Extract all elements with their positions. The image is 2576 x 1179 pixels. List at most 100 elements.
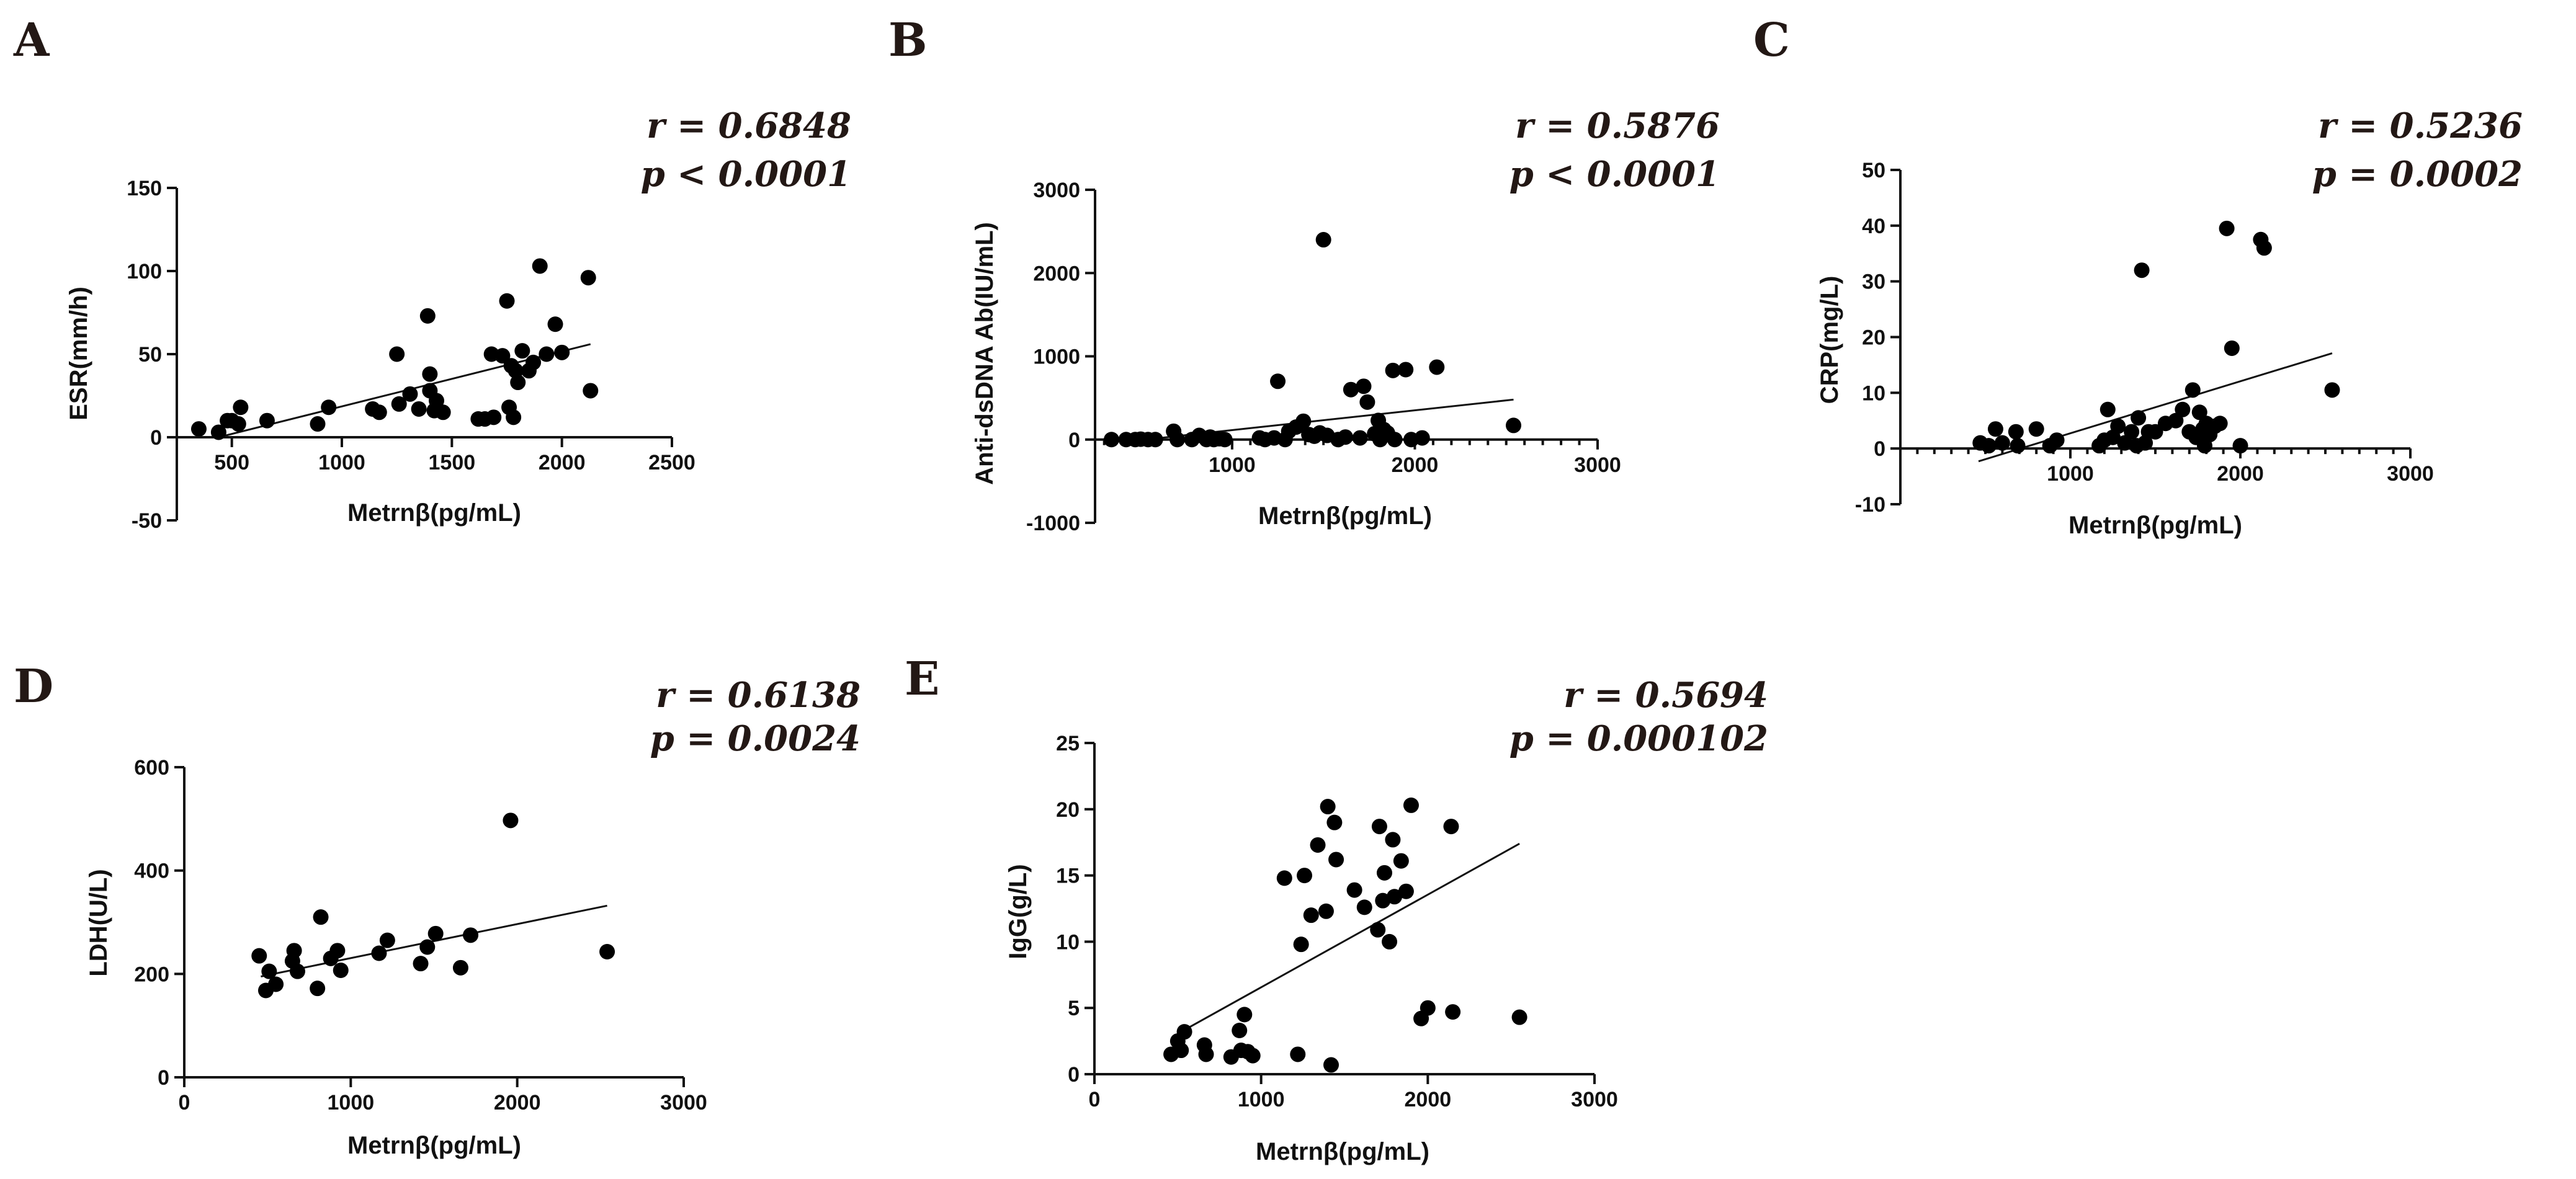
panel-c-data-point xyxy=(2212,416,2228,432)
panel-b-data-point xyxy=(1414,430,1430,446)
panel-d-x-tick-label: 3000 xyxy=(660,1091,707,1114)
panel-b-data-point xyxy=(1506,417,1522,434)
panel-d-data-point xyxy=(251,948,267,964)
panel-b-data-point xyxy=(1217,432,1233,448)
panel-e-data-point xyxy=(1393,853,1409,869)
panel-a-data-point xyxy=(435,404,451,420)
panel-c-data-point xyxy=(2175,401,2191,417)
panel-c-data-point xyxy=(2100,401,2116,417)
panel-c-data-point xyxy=(2185,382,2201,398)
panel-b-r-value: r = 0.5876 xyxy=(1515,105,1720,146)
panel-d-p-value: p = 0.0024 xyxy=(650,718,861,759)
panel-a-data-point xyxy=(510,375,526,391)
panel-e-y-tick-label: 25 xyxy=(1056,732,1080,755)
panel-e-y-tick-label: 10 xyxy=(1056,930,1080,954)
panel-e-data-point xyxy=(1198,1046,1214,1062)
panel-c-y-tick-label: 0 xyxy=(1874,437,1885,461)
panel-b-x-tick-label: 1000 xyxy=(1209,453,1256,477)
panel-e-data-point xyxy=(1385,832,1401,848)
panel-a-data-point xyxy=(539,346,555,362)
panel-a-x-tick-label: 2500 xyxy=(648,451,695,474)
panel-a-data-point xyxy=(554,344,570,360)
panel-a-data-point xyxy=(321,399,337,416)
panel-a-data-point xyxy=(580,270,596,286)
panel-c-data-point xyxy=(2256,240,2272,256)
panel-a-x-tick-label: 500 xyxy=(214,451,249,474)
panel-a-data-point xyxy=(411,401,427,417)
panel-d-data-point xyxy=(419,939,436,955)
panel-d-y-tick-label: 200 xyxy=(134,963,169,986)
panel-b-data-point xyxy=(1343,381,1359,398)
panel-b-data-point xyxy=(1295,413,1312,429)
panel-a-plot: -50 0 50 100 150 500 1000 1500 2000 2500 xyxy=(127,177,695,533)
panel-a-data-point xyxy=(210,424,226,440)
panel-e-data-point xyxy=(1403,797,1419,813)
panel-b-data-point xyxy=(1387,432,1403,448)
panel-e-data-point xyxy=(1356,899,1372,915)
panel-b-data-point xyxy=(1104,432,1120,448)
panel-d-x-tick-label: 0 xyxy=(179,1091,190,1114)
panel-d-data-point xyxy=(463,927,479,943)
panel-b-data-point xyxy=(1356,378,1372,394)
panel-a-data-point xyxy=(402,386,418,402)
panel-c-data-point xyxy=(2191,404,2207,420)
panel-a-data-point xyxy=(233,399,249,416)
panel-e-data-point xyxy=(1398,883,1414,899)
panel-a-y-axis-title: ESR(mm/h) xyxy=(65,287,92,420)
panel-e-data-point xyxy=(1346,882,1362,898)
panel-e-data-point xyxy=(1387,889,1403,905)
panel-e-x-tick-label: 1000 xyxy=(1238,1088,1285,1111)
panel-b-p-value: p < 0.0001 xyxy=(1509,154,1720,195)
panel-c-y-tick-label: 20 xyxy=(1862,326,1885,350)
panel-c-data-point xyxy=(2049,432,2065,448)
panel-b: B r = 0.5876 p < 0.0001 Anti-dsDNA Ab(IU… xyxy=(888,14,1720,535)
panel-b-y-axis-title: Anti-dsDNA Ab(IU/mL) xyxy=(971,222,998,485)
panel-e-data-point xyxy=(1376,865,1392,881)
panel-e-data-point xyxy=(1176,1024,1192,1040)
panel-c-y-axis-title: CRP(mg/L) xyxy=(1816,276,1843,404)
panel-b-y-tick-label: 1000 xyxy=(1033,345,1080,369)
panel-d-y-tick-label: 400 xyxy=(134,860,169,883)
panel-a-y-tick-label: 0 xyxy=(150,426,162,450)
panel-e-data-point xyxy=(1237,1007,1253,1023)
panel-c-data-point xyxy=(2110,418,2126,434)
panel-b-data-point xyxy=(1315,232,1331,248)
panel-b-plot: -1000 0 1000 2000 3000 1000 2000 3000 xyxy=(1026,179,1621,535)
panel-a-x-tick-label: 1000 xyxy=(318,451,365,474)
panel-e-x-tick-label: 0 xyxy=(1089,1088,1101,1111)
panel-b-data-point xyxy=(1429,359,1445,375)
panel-a-r-value: r = 0.6848 xyxy=(646,105,851,146)
panel-a-x-axis-title: Metrnβ(pg/mL) xyxy=(347,499,521,527)
panel-e-data-point xyxy=(1382,933,1398,950)
panel-c-data-point xyxy=(2168,412,2184,429)
panel-c-y-tick-label: 10 xyxy=(1862,381,1885,405)
panel-b-y-tick-label: 3000 xyxy=(1033,179,1080,202)
panel-a-data-point xyxy=(422,366,438,382)
panel-c-data-point xyxy=(2324,382,2340,398)
panel-d-r-value: r = 0.6138 xyxy=(656,675,861,716)
panel-e-data-point xyxy=(1443,819,1459,835)
panel-c-data-point xyxy=(2219,220,2235,236)
panel-a-data-point xyxy=(525,354,542,370)
panel-a-data-point xyxy=(371,404,387,420)
panel-b-x-tick-label: 2000 xyxy=(1392,453,1439,477)
panel-b-letter: B xyxy=(888,14,928,67)
panel-b-data-point xyxy=(1385,362,1401,378)
panel-d-data-point xyxy=(310,981,326,997)
panel-e-data-point xyxy=(1320,799,1336,815)
panel-a-data-point xyxy=(391,396,407,412)
panel-b-data-point xyxy=(1338,429,1354,445)
panel-c-data-point xyxy=(2124,424,2140,440)
panel-c-data-point xyxy=(2028,421,2044,437)
panel-e-y-axis-title: IgG(g/L) xyxy=(1004,864,1032,959)
panel-d-data-point xyxy=(413,956,429,972)
panel-e-data-point xyxy=(1445,1004,1461,1020)
panel-a-y-tick-label: 50 xyxy=(138,343,162,367)
panel-d-y-axis-title: LDH(U/L) xyxy=(85,869,112,976)
panel-e-data-point xyxy=(1318,903,1334,919)
panel-a-x-tick-label: 2000 xyxy=(539,451,586,474)
panel-c-regression-line xyxy=(1978,352,2333,463)
panel-d-data-point xyxy=(286,943,302,959)
panel-e-data-point xyxy=(1290,1046,1306,1062)
panel-d: D r = 0.6138 p = 0.0024 LDH(U/L) Metrnβ(… xyxy=(14,660,861,1159)
